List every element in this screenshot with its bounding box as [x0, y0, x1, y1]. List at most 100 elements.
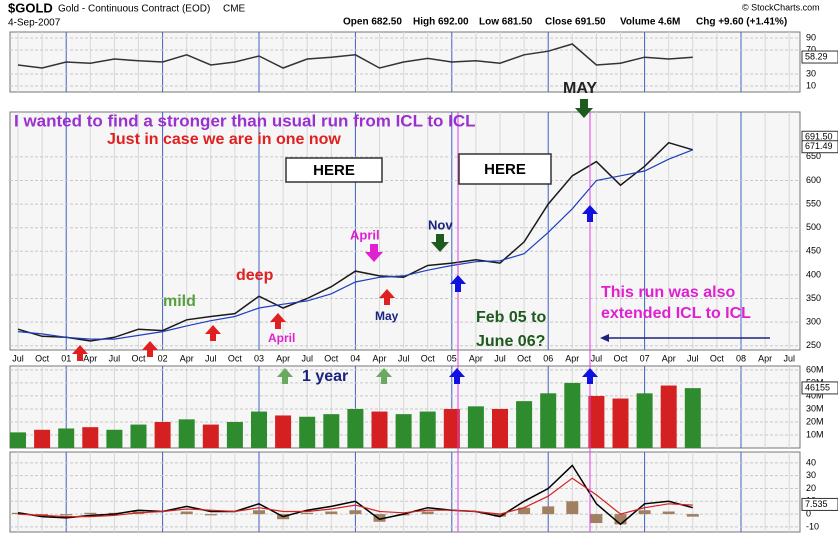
volume-bar — [443, 408, 460, 448]
histogram-bar — [325, 511, 338, 515]
annotation: deep — [236, 267, 274, 284]
histogram-bar — [638, 510, 651, 515]
here-box — [458, 153, 552, 185]
volume-bar — [178, 419, 195, 448]
y-tick-label: 70 — [806, 44, 816, 54]
y-tick-label: 0 — [806, 508, 811, 518]
x-tick-label: Oct — [517, 353, 532, 363]
x-tick-label: Oct — [613, 353, 628, 363]
x-tick-label: Jul — [205, 353, 217, 363]
last-value-label: 691.50 — [805, 132, 833, 142]
volume-bar — [202, 424, 219, 448]
histogram-bar — [614, 514, 627, 525]
y-tick-label: 300 — [806, 317, 821, 327]
annotation: HERE — [313, 162, 355, 179]
x-tick-label: Jul — [12, 353, 24, 363]
x-tick-label: 04 — [350, 353, 360, 363]
series-line — [17, 43, 693, 69]
y-tick-label: 450 — [806, 246, 821, 256]
last-value-tag — [801, 497, 838, 511]
histogram-bar — [662, 511, 675, 515]
series-line — [17, 141, 694, 342]
x-tick-label: Apr — [758, 353, 772, 363]
histogram-bar — [566, 501, 579, 515]
quote-item: High 692.00 — [413, 17, 469, 28]
volume-bar — [612, 398, 629, 448]
volume-bar — [395, 414, 412, 448]
last-value-label: 671.49 — [805, 141, 833, 151]
histogram-bar — [349, 510, 362, 515]
volume-bar — [660, 385, 677, 448]
x-tick-label: Jul — [591, 353, 603, 363]
volume-bar — [82, 427, 99, 448]
exchange: CME — [223, 4, 246, 15]
y-tick-label: 10 — [806, 80, 816, 90]
annotation: May — [375, 309, 399, 323]
quote-item: Close 691.50 — [545, 17, 606, 28]
y-tick-label: 20M — [806, 416, 824, 426]
annotations: I wanted to find a stronger than usual r… — [14, 80, 770, 532]
y-tick-label: 40 — [806, 457, 816, 467]
series-line — [17, 464, 693, 526]
annotation: 1 year — [302, 368, 348, 385]
histogram-bar — [180, 511, 193, 515]
y-tick-label: 400 — [806, 269, 821, 279]
x-tick-label: 01 — [61, 353, 71, 363]
volume-bar — [275, 415, 292, 448]
histogram-bar — [542, 506, 555, 515]
volume-bar — [154, 421, 171, 448]
volume-bar — [130, 424, 147, 448]
x-tick-label: 02 — [158, 353, 168, 363]
annotation: I wanted to find a stronger than usual r… — [14, 111, 476, 130]
x-tick-label: 06 — [543, 353, 553, 363]
x-tick-label: Oct — [421, 353, 436, 363]
quote-item: Volume 4.6M — [620, 17, 680, 28]
instrument-name: Gold - Continuous Contract (EOD) — [58, 4, 210, 15]
y-tick-label: 500 — [806, 222, 821, 232]
up-arrows — [449, 205, 598, 384]
x-tick-label: Oct — [35, 353, 50, 363]
x-tick-label: Oct — [131, 353, 146, 363]
annotation: Nov — [428, 217, 453, 232]
last-value-tag — [801, 381, 838, 395]
volume-bar — [347, 408, 364, 448]
quote-item: Chg +9.60 (+1.41%) — [696, 17, 787, 28]
volume-bar — [540, 393, 557, 448]
volume-bar — [10, 432, 26, 448]
histogram-bar — [518, 507, 531, 515]
series-line — [17, 149, 694, 340]
volume-bar — [419, 411, 436, 448]
x-tick-label: 05 — [447, 353, 457, 363]
histogram-bar — [204, 514, 217, 516]
histogram-bar — [373, 514, 386, 522]
volume-bar — [588, 395, 605, 448]
last-value-label: 46155 — [805, 382, 830, 392]
y-tick-label: 40M — [806, 390, 824, 400]
annotation: June 06? — [476, 333, 545, 350]
x-tick-label: Jul — [398, 353, 410, 363]
volume-bar — [299, 416, 316, 448]
y-tick-label: 60M — [806, 364, 824, 374]
y-tick-label: 30 — [806, 470, 816, 480]
y-tick-label: 250 — [806, 340, 821, 350]
symbol: $GOLD — [8, 0, 53, 15]
y-tick-label: 10M — [806, 429, 824, 439]
annotation: April — [268, 331, 295, 345]
y-tick-label: 600 — [806, 175, 821, 185]
x-tick-label: Apr — [372, 353, 386, 363]
annotation: extended ICL to ICL — [601, 305, 751, 322]
volume-bar — [516, 401, 533, 448]
x-tick-label: Jul — [783, 353, 795, 363]
annotation: MAY — [563, 80, 597, 97]
volume-bar — [226, 421, 243, 448]
last-value-tag — [801, 50, 838, 64]
x-tick-label: Apr — [180, 353, 194, 363]
x-tick-label: Jul — [301, 353, 313, 363]
histogram-bar — [60, 514, 73, 516]
y-tick-label: 30 — [806, 68, 816, 78]
x-tick-label: Apr — [276, 353, 290, 363]
annotation: April — [350, 227, 380, 242]
quote-item: Open 682.50 — [343, 17, 402, 28]
x-tick-label: Jul — [494, 353, 506, 363]
